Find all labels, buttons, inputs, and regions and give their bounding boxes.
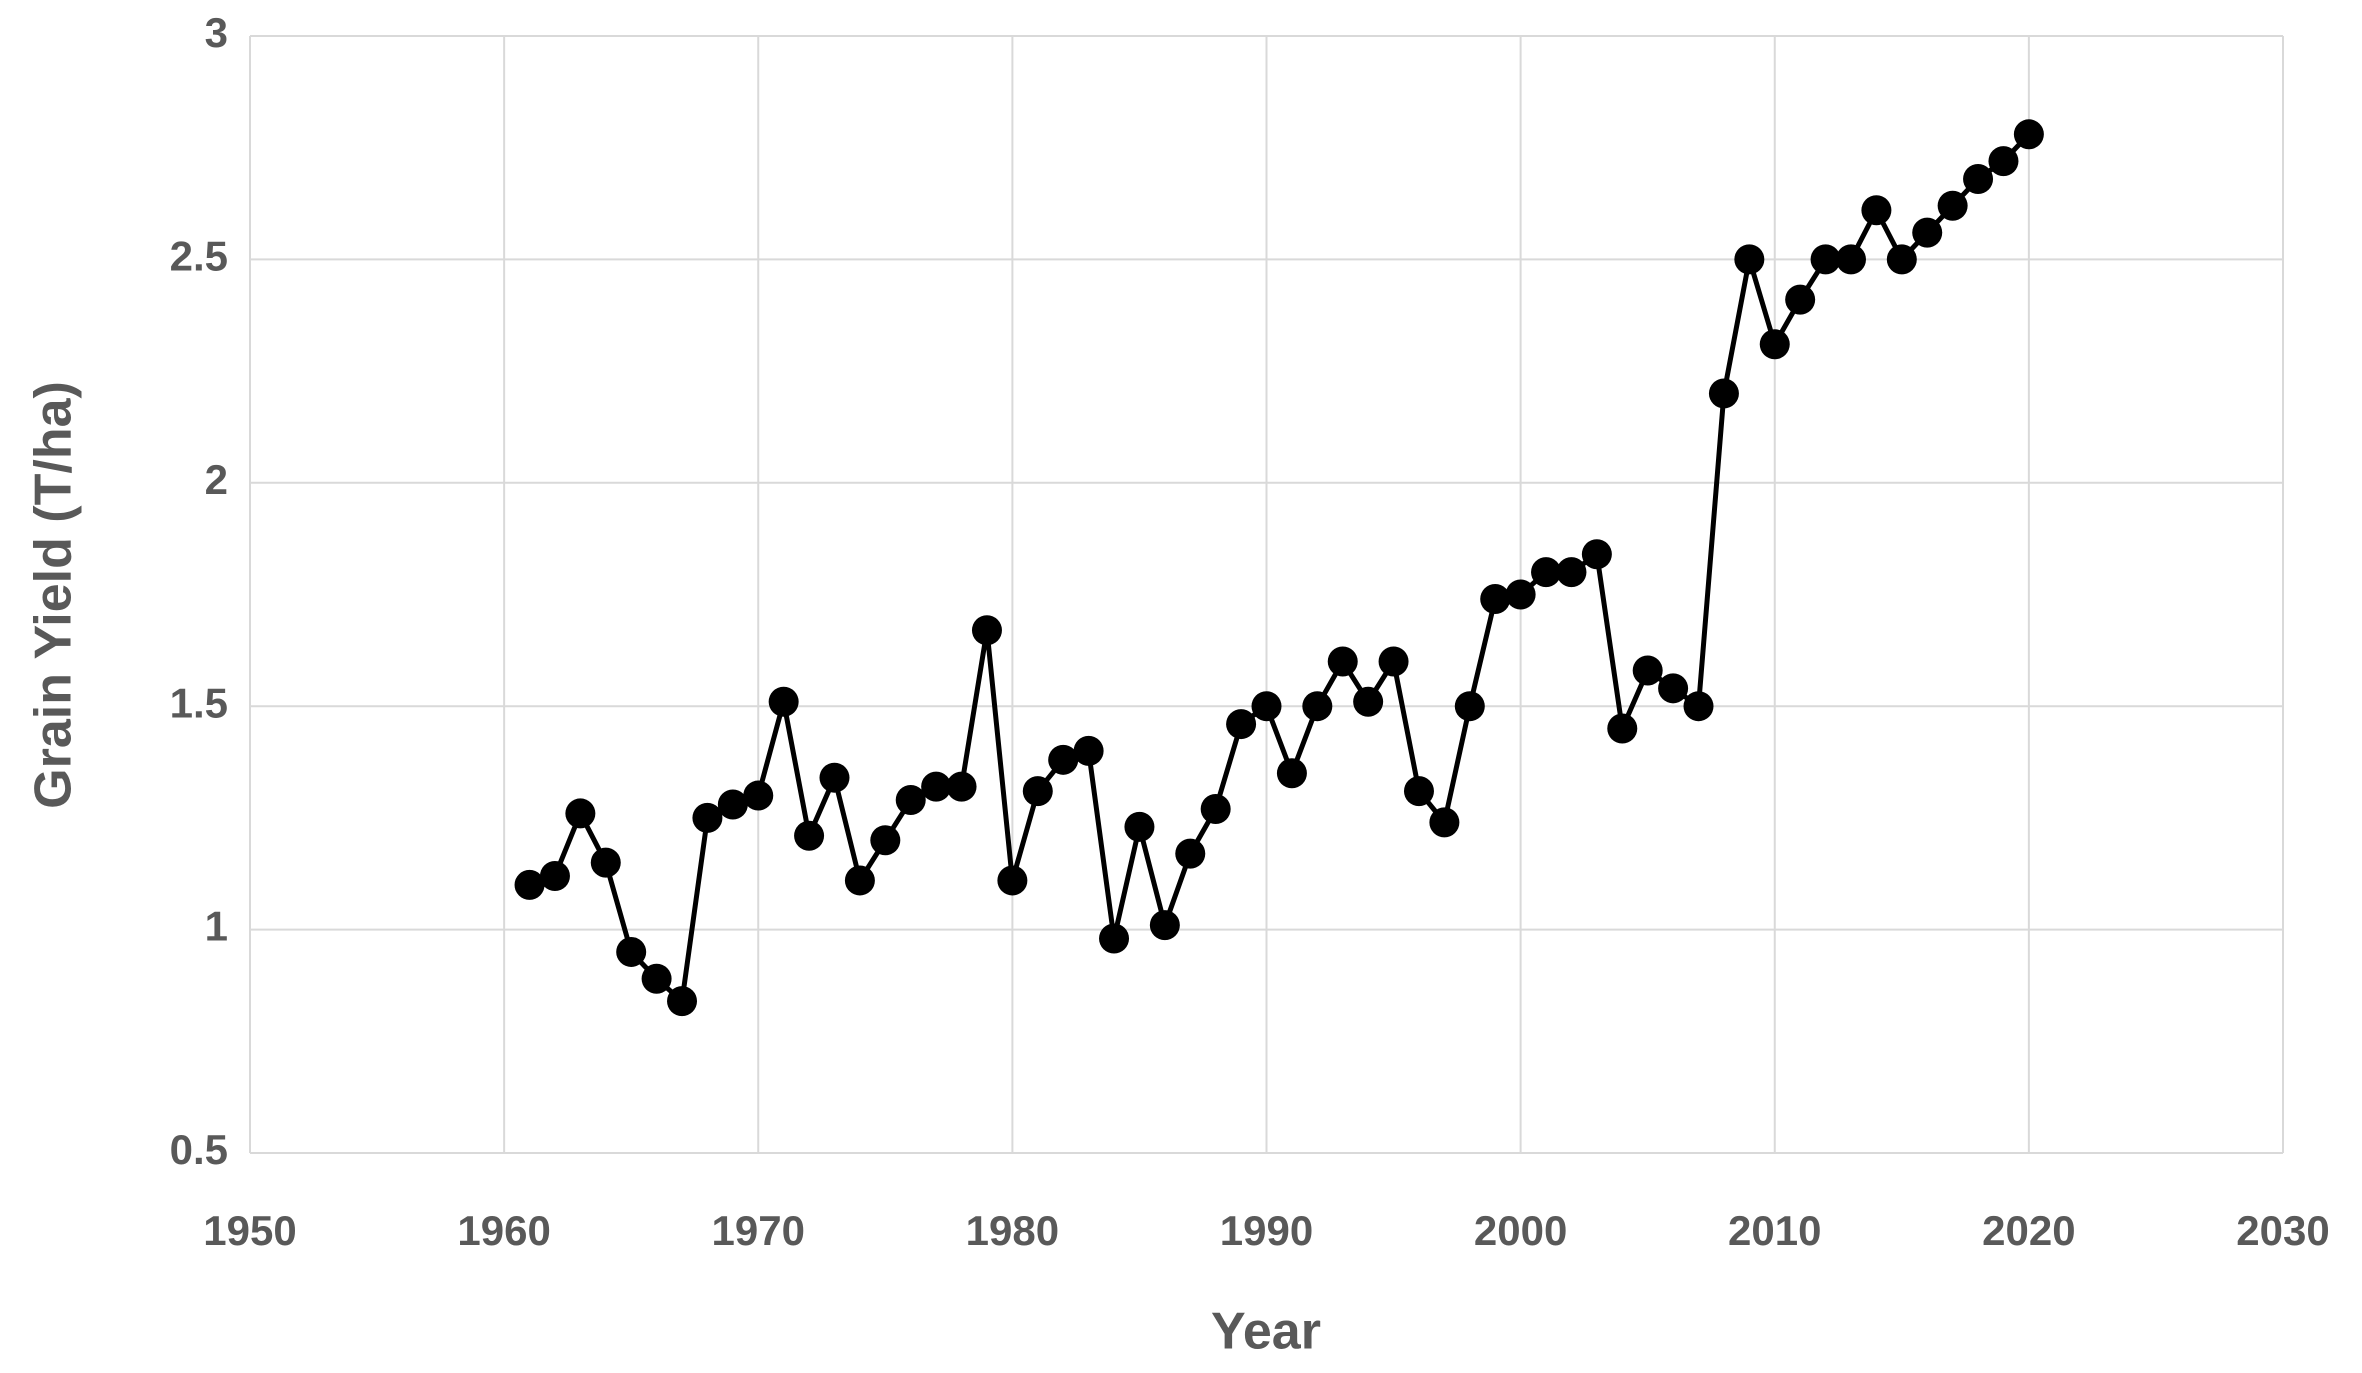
data-point (1785, 284, 1816, 315)
y-tick-label: 2 (205, 456, 228, 503)
data-point (819, 762, 850, 793)
data-line (528, 132, 2031, 1004)
data-point (667, 986, 698, 1017)
x-tick-label: 1960 (457, 1207, 550, 1254)
data-point (1149, 910, 1180, 941)
data-point (616, 936, 647, 967)
x-axis-title: Year (1211, 1303, 1321, 1361)
data-point (1581, 539, 1612, 570)
data-point (514, 869, 545, 900)
data-point (1505, 579, 1536, 610)
data-point (1556, 557, 1587, 588)
x-tick-label: 1990 (1220, 1207, 1313, 1254)
data-point (870, 825, 901, 856)
data-point (1810, 244, 1841, 275)
data-point (1734, 244, 1765, 275)
data-point (1175, 838, 1206, 869)
data-point (1759, 329, 1790, 360)
data-point (1022, 776, 1053, 807)
data-point (1200, 793, 1231, 824)
data-point (1912, 217, 1943, 248)
data-point (768, 686, 799, 717)
data-point (971, 615, 1002, 646)
data-point (590, 847, 621, 878)
data-point (1708, 378, 1739, 409)
data-point (1276, 758, 1307, 789)
x-tick-label: 1970 (712, 1207, 805, 1254)
data-point (1429, 807, 1460, 838)
data-point (1861, 195, 1892, 226)
data-point (539, 860, 570, 891)
data-point (1403, 776, 1434, 807)
data-point (743, 780, 774, 811)
data-point (1124, 811, 1155, 842)
y-tick-label: 3 (205, 9, 228, 56)
data-point (1099, 923, 1130, 954)
data-point (1607, 713, 1638, 744)
data-point (1963, 163, 1994, 194)
data-point (1531, 557, 1562, 588)
x-tick-label: 1950 (203, 1207, 296, 1254)
x-tick-label: 2010 (1728, 1207, 1821, 1254)
data-point (1988, 146, 2019, 177)
data-point (1302, 691, 1333, 722)
x-tick-label: 2020 (1982, 1207, 2075, 1254)
data-point (1073, 735, 1104, 766)
data-point (895, 785, 926, 816)
data-point (844, 865, 875, 896)
data-point (1378, 646, 1409, 677)
y-tick-label: 1 (205, 903, 228, 950)
data-point (1937, 190, 1968, 221)
data-point (1226, 709, 1257, 740)
y-tick-label: 1.5 (170, 679, 228, 726)
data-point (1251, 691, 1282, 722)
data-point (946, 771, 977, 802)
data-point (1632, 655, 1663, 686)
y-axis-title: Grain Yield (T/ha) (25, 381, 83, 809)
data-point (565, 798, 596, 829)
data-point (717, 789, 748, 820)
data-point (794, 820, 825, 851)
data-point (1327, 646, 1358, 677)
x-tick-label: 2000 (1474, 1207, 1567, 1254)
data-point (1454, 691, 1485, 722)
x-tick-label: 2030 (2236, 1207, 2329, 1254)
data-point (1048, 744, 1079, 775)
x-tick-label: 1980 (966, 1207, 1059, 1254)
data-point (997, 865, 1028, 896)
data-point (921, 771, 952, 802)
data-point (2013, 119, 2044, 150)
data-point (1683, 691, 1714, 722)
data-point (1353, 686, 1384, 717)
data-point (1835, 244, 1866, 275)
data-point (1480, 583, 1511, 614)
data-point (1886, 244, 1917, 275)
data-point (641, 963, 672, 994)
data-point (692, 802, 723, 833)
y-tick-label: 0.5 (170, 1126, 228, 1173)
data-point (1658, 673, 1689, 704)
y-tick-label: 2.5 (170, 232, 228, 279)
